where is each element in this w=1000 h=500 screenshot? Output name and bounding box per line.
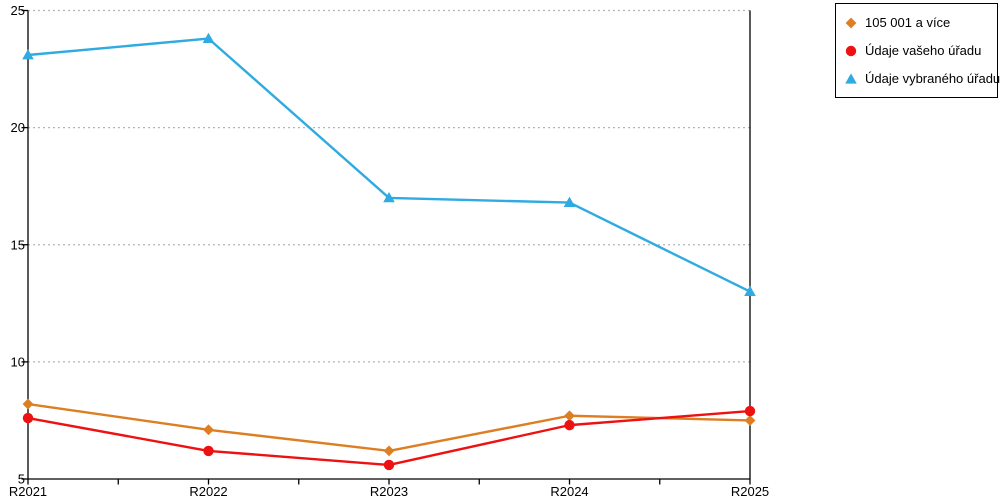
diamond-data-point bbox=[744, 415, 756, 426]
circle-data-point bbox=[22, 412, 34, 424]
x-tick-label: R2022 bbox=[189, 484, 227, 499]
circle-data-point bbox=[744, 405, 756, 417]
x-tick-label: R2023 bbox=[370, 484, 408, 499]
legend-item-105-001-a-vice: 105 001 a více bbox=[844, 11, 989, 34]
legend-item-udaje-vaseho-uradu: Údaje vašeho úřadu bbox=[844, 39, 989, 62]
series-line-0 bbox=[26, 402, 752, 453]
legend-item-udaje-vybraneho-uradu: Údaje vybraného úřadu bbox=[844, 67, 1000, 90]
x-tick-label: R2021 bbox=[9, 484, 47, 499]
diamond-data-point bbox=[22, 398, 34, 410]
triangle-data-point bbox=[202, 32, 215, 44]
circle-marker-icon bbox=[845, 45, 857, 56]
legend-label: Údaje vybraného úřadu bbox=[865, 71, 1000, 86]
series-line-2 bbox=[26, 37, 752, 293]
legend-label: Údaje vašeho úřadu bbox=[865, 43, 982, 58]
diamond-data-point bbox=[203, 424, 214, 436]
diamond-data-point bbox=[383, 445, 395, 457]
y-tick-label: 10 bbox=[11, 354, 25, 369]
triangle-data-point bbox=[383, 192, 395, 203]
series-0 bbox=[22, 398, 756, 457]
series-2 bbox=[22, 32, 756, 296]
triangle-marker-icon bbox=[845, 72, 857, 84]
chart-legend: 105 001 a více Údaje vašeho úřadu Údaje … bbox=[835, 3, 1000, 98]
triangle-data-point bbox=[563, 196, 576, 207]
circle-data-point bbox=[203, 445, 214, 457]
diamond-data-point bbox=[564, 410, 575, 422]
legend-label: 105 001 a více bbox=[865, 15, 951, 30]
circle-data-point bbox=[564, 419, 575, 431]
y-tick-label: 15 bbox=[11, 237, 25, 252]
triangle-data-point bbox=[744, 285, 756, 296]
diamond-marker-icon bbox=[845, 17, 857, 28]
y-tick-label: 20 bbox=[11, 120, 25, 135]
circle-data-point bbox=[383, 459, 395, 471]
x-tick-label: R2024 bbox=[550, 484, 588, 499]
y-tick-label: 25 bbox=[11, 3, 25, 18]
y-tick-label: 5 bbox=[18, 472, 25, 487]
series-1 bbox=[22, 405, 756, 471]
triangle-data-point bbox=[22, 49, 34, 60]
x-tick-label: R2025 bbox=[731, 484, 769, 499]
